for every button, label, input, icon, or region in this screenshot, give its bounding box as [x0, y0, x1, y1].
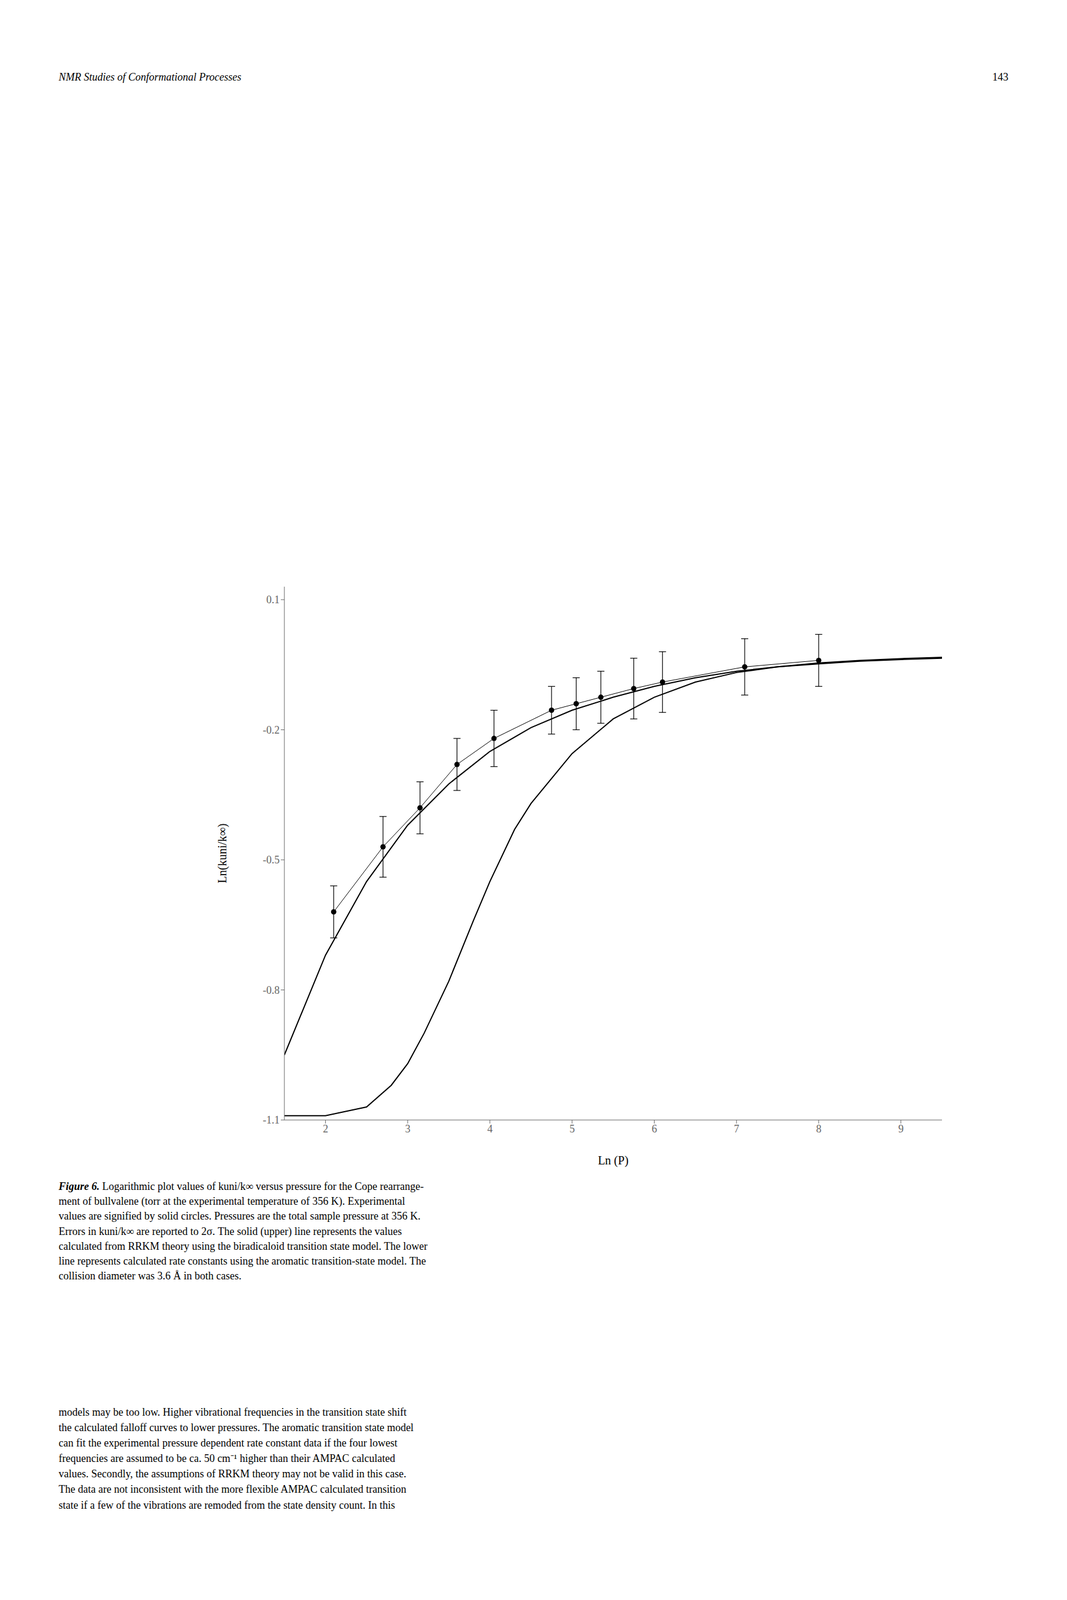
html-text:The data are not inconsistent: The data are not inconsistent with the m…	[58, 1483, 407, 1496]
svg-text:-1.1: -1.1	[263, 1113, 281, 1126]
svg-text:6: 6	[651, 1122, 658, 1135]
html-text:Figure 6. Logarithmic plot val: Figure 6. Logarithmic plot values of kun…	[58, 1180, 424, 1193]
html-text:collision diameter was 3.6 Å i: collision diameter was 3.6 Å in both cas…	[58, 1269, 242, 1282]
html-text:Errors in kuni/k∞ are reported: Errors in kuni/k∞ are reported to 2σ. Th…	[58, 1224, 402, 1237]
svg-text:-0.5: -0.5	[263, 853, 281, 866]
svg-text:7: 7	[734, 1122, 740, 1135]
html-text:the calculated falloff curves: the calculated falloff curves to lower p…	[58, 1421, 414, 1434]
html-text:calculated from RRKM theory us: calculated from RRKM theory using the bi…	[58, 1239, 428, 1252]
svg-text:Ln(kuni/k∞): Ln(kuni/k∞)	[215, 823, 230, 884]
svg-text:9: 9	[898, 1122, 904, 1135]
html-text:NMR Studies of Conformational: NMR Studies of Conformational Processes	[58, 71, 242, 83]
html-text:line represents calculated rat: line represents calculated rate constant…	[58, 1254, 426, 1267]
html-text:ment of bullvalene (torr at th: ment of bullvalene (torr at the experime…	[58, 1195, 406, 1207]
html-text:values. Secondly, the assumpti: values. Secondly, the assumptions of RRK…	[58, 1467, 407, 1480]
svg-text:2: 2	[322, 1122, 329, 1135]
svg-text:5: 5	[569, 1122, 575, 1135]
svg-text:-0.2: -0.2	[263, 723, 281, 736]
svg-text:4: 4	[486, 1122, 493, 1135]
html-text:frequencies are assumed to be: frequencies are assumed to be ca. 50 cm⁻…	[58, 1452, 396, 1465]
html-text:models may be too low. Higher: models may be too low. Higher vibrationa…	[58, 1405, 407, 1418]
html-text:state if a few of the vibratio: state if a few of the vibrations are rem…	[58, 1498, 396, 1511]
html-text:values are signified by solid: values are signified by solid circles. P…	[58, 1210, 421, 1222]
svg-text:-0.8: -0.8	[263, 984, 281, 996]
svg-text:8: 8	[815, 1122, 822, 1135]
svg-text:Ln (P): Ln (P)	[597, 1153, 629, 1168]
svg-text:3: 3	[405, 1122, 411, 1135]
svg-text:0.1: 0.1	[266, 593, 281, 606]
html-text:143: 143	[992, 71, 1009, 83]
html-text:can fit the experimental press: can fit the experimental pressure depend…	[58, 1436, 398, 1449]
